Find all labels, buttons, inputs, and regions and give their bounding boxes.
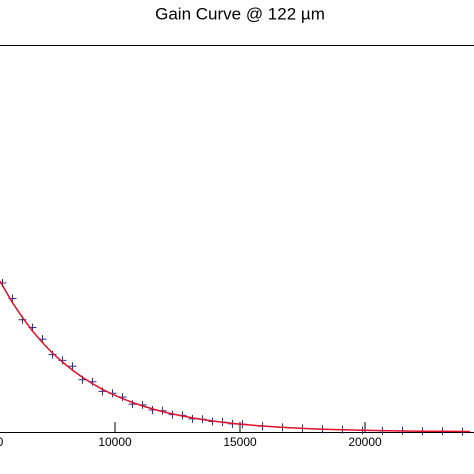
data-point bbox=[68, 362, 77, 371]
x-tick-label: 20000 bbox=[348, 435, 382, 449]
x-tick-label: 10000 bbox=[98, 435, 132, 449]
chart-title: Gain Curve @ 122 µm bbox=[155, 4, 325, 23]
fit-curve bbox=[0, 280, 471, 433]
x-tick-label: 15000 bbox=[223, 435, 257, 449]
x-tick-label: 5000 bbox=[0, 435, 4, 449]
